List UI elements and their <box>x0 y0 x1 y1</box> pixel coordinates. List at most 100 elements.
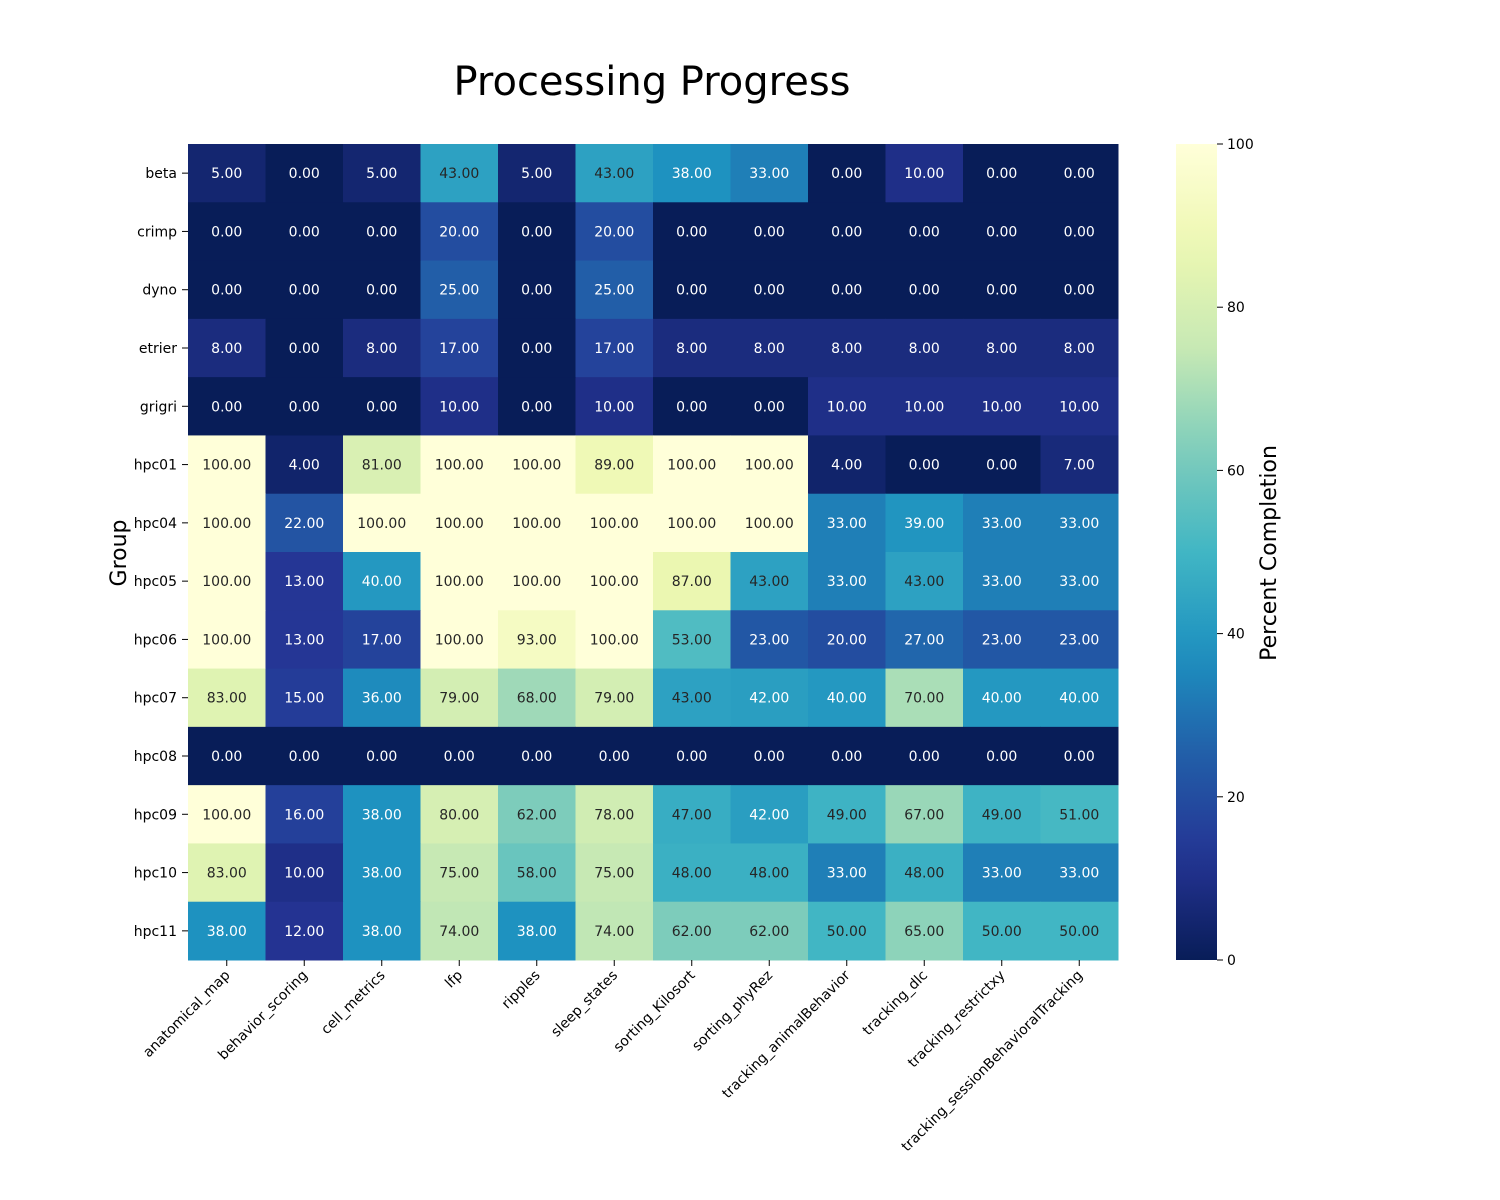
y-tick-label: hpc11 <box>134 924 177 940</box>
cell-value-label: 48.00 <box>749 866 789 882</box>
cell-value-label: 100.00 <box>512 574 561 590</box>
heatmap-cell <box>265 435 344 495</box>
y-tick-label: dyno <box>142 283 177 299</box>
heatmap-cell <box>730 610 809 670</box>
heatmap-cell <box>498 726 576 786</box>
heatmap-cell <box>188 726 266 786</box>
cell-value-label: 0.00 <box>909 749 940 765</box>
heatmap-cell <box>265 493 344 553</box>
x-tick-label: lfp <box>442 967 466 991</box>
cell-value-label: 40.00 <box>1059 691 1099 707</box>
cell-value-label: 8.00 <box>211 341 242 357</box>
heatmap-cell <box>885 668 964 728</box>
cell-value-label: 83.00 <box>207 691 247 707</box>
heatmap-cell <box>653 843 731 903</box>
heatmap-cell <box>420 610 499 670</box>
cell-value-label: 0.00 <box>986 283 1017 299</box>
heatmap-cell <box>1040 785 1119 844</box>
colorbar-tick-label: 0 <box>1227 953 1236 969</box>
heatmap-cell <box>265 901 344 961</box>
cell-value-label: 51.00 <box>1059 807 1099 823</box>
cell-value-label: 100.00 <box>512 516 561 532</box>
heatmap-cell <box>808 318 886 378</box>
cell-value-label: 0.00 <box>211 224 242 240</box>
cell-value-label: 100.00 <box>357 516 406 532</box>
heatmap-cell <box>498 552 576 611</box>
y-tick-label: grigri <box>140 399 177 415</box>
heatmap-cell <box>188 493 266 553</box>
heatmap-cell <box>188 610 266 670</box>
heatmap-cell <box>575 843 654 903</box>
heatmap-cell <box>420 668 499 728</box>
heatmap-cell <box>265 726 344 786</box>
cell-value-label: 100.00 <box>435 516 484 532</box>
heatmap-cell <box>575 318 654 378</box>
heatmap-cell <box>343 493 421 553</box>
x-tick-label: tracking_dlc <box>860 968 931 1039</box>
heatmap-cell <box>265 144 344 203</box>
cell-value-label: 0.00 <box>1064 224 1095 240</box>
colorbar-tick-label: 40 <box>1227 627 1245 643</box>
cell-value-label: 0.00 <box>366 749 397 765</box>
heatmap-cell <box>653 435 731 495</box>
cell-value-label: 48.00 <box>904 866 944 882</box>
heatmap-cell <box>343 435 421 495</box>
heatmap-cell <box>575 901 654 961</box>
heatmap-cell <box>498 202 576 262</box>
cell-value-label: 4.00 <box>831 458 862 474</box>
heatmap-cell <box>265 843 344 903</box>
cell-value-label: 42.00 <box>749 691 789 707</box>
cell-value-label: 0.00 <box>289 283 320 299</box>
colorbar-tick-label: 60 <box>1227 463 1245 479</box>
heatmap-cell <box>343 318 421 378</box>
colorbar-tick-label: 100 <box>1227 137 1254 153</box>
cell-value-label: 8.00 <box>909 341 940 357</box>
cell-value-label: 10.00 <box>904 166 944 182</box>
cell-value-label: 17.00 <box>594 341 634 357</box>
colorbar-tick-label: 80 <box>1227 300 1245 316</box>
cell-value-label: 0.00 <box>521 283 552 299</box>
heatmap-cell <box>730 552 809 611</box>
cell-value-label: 80.00 <box>439 807 479 823</box>
heatmap-cell <box>265 610 344 670</box>
cell-value-label: 0.00 <box>289 399 320 415</box>
heatmap-cell <box>730 901 809 961</box>
heatmap-cell <box>343 144 421 203</box>
heatmap-cell <box>188 144 266 203</box>
heatmap-cell <box>343 552 421 611</box>
heatmap-cell <box>188 901 266 961</box>
cell-value-label: 10.00 <box>904 399 944 415</box>
heatmap-cell <box>188 843 266 903</box>
colorbar-gradient <box>1176 144 1217 960</box>
y-tick-label: hpc04 <box>134 516 177 532</box>
cell-value-label: 39.00 <box>904 516 944 532</box>
heatmap-cell <box>808 668 886 728</box>
heatmap-cell <box>498 785 576 844</box>
cell-value-label: 0.00 <box>676 224 707 240</box>
cell-value-label: 23.00 <box>749 632 789 648</box>
cell-value-label: 0.00 <box>211 283 242 299</box>
cell-value-label: 68.00 <box>517 691 557 707</box>
cell-value-label: 20.00 <box>439 224 479 240</box>
cell-value-label: 8.00 <box>1064 341 1095 357</box>
cell-value-label: 0.00 <box>599 749 630 765</box>
heatmap-cell <box>498 901 576 961</box>
cell-value-label: 10.00 <box>1059 399 1099 415</box>
x-tick-label: tracking_sessionBehavioralTracking <box>899 968 1086 1155</box>
cell-value-label: 74.00 <box>439 924 479 940</box>
cell-value-label: 53.00 <box>672 632 712 648</box>
heatmap-cell <box>963 610 1041 670</box>
heatmap-cell <box>188 377 266 436</box>
x-tick-label: sorting_Kilosort <box>611 967 699 1055</box>
heatmap-cell <box>963 493 1041 553</box>
cell-value-label: 62.00 <box>749 924 789 940</box>
cell-value-label: 23.00 <box>982 632 1022 648</box>
cell-value-label: 83.00 <box>207 866 247 882</box>
cell-value-label: 0.00 <box>986 224 1017 240</box>
cell-value-label: 5.00 <box>211 166 242 182</box>
heatmap-cell <box>575 260 654 320</box>
heatmap-cell <box>1040 552 1119 611</box>
heatmap-cell <box>575 726 654 786</box>
heatmap-cell <box>730 318 809 378</box>
cell-value-label: 5.00 <box>521 166 552 182</box>
